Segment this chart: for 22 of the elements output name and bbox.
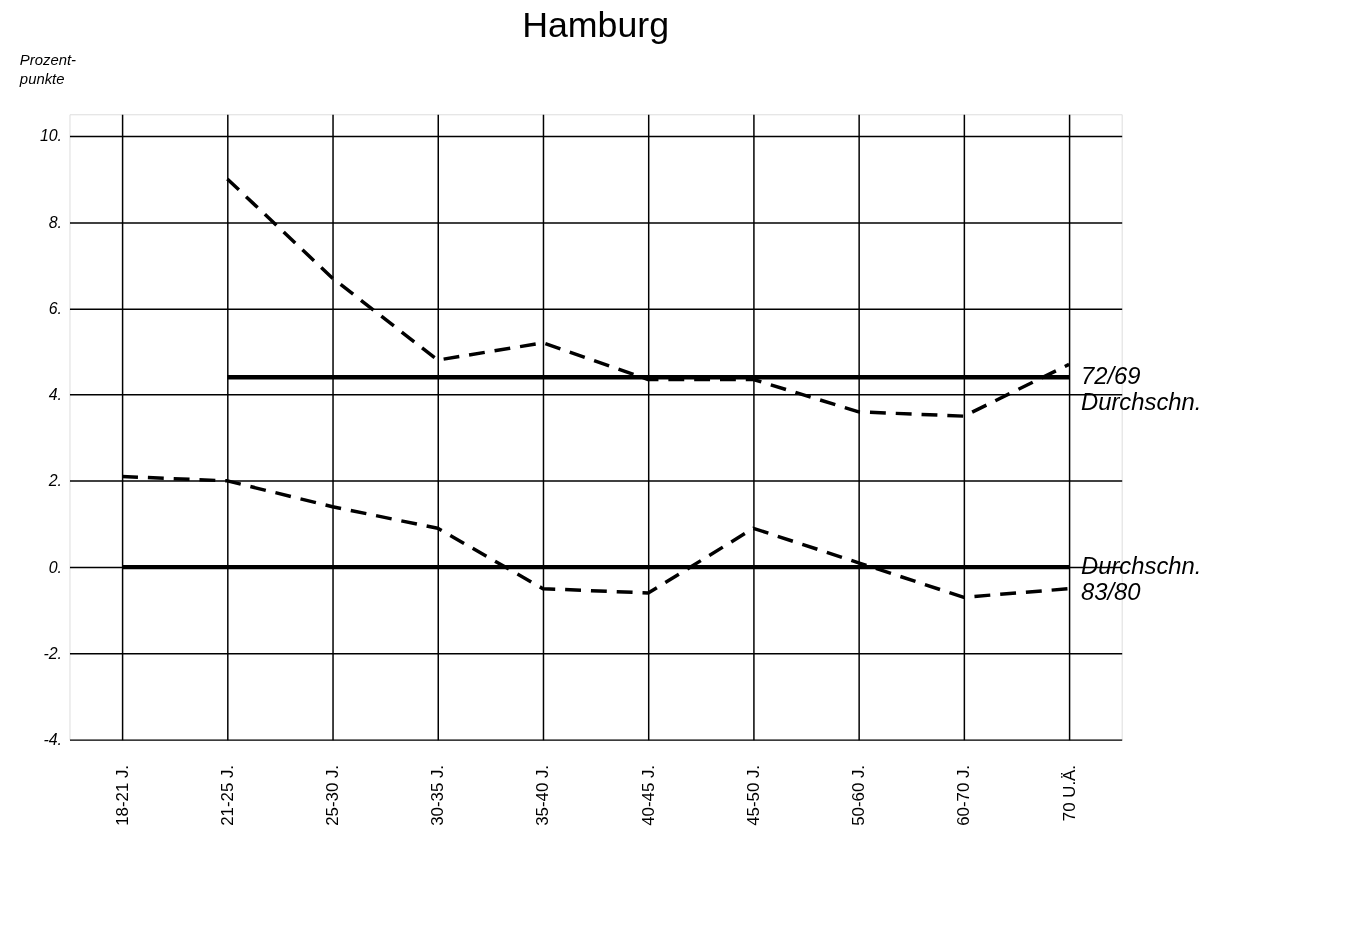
y-tick-label: 6.: [48, 299, 63, 317]
y-tick-label: 4.: [48, 386, 63, 404]
x-tick-label: 30-35 J.: [428, 764, 448, 826]
y-tick-label: -2.: [43, 644, 63, 662]
x-tick-label: 21-25 J.: [217, 764, 237, 826]
x-tick-label: 25-30 J.: [323, 764, 342, 826]
y-tick-label: 8.: [48, 213, 63, 231]
y-axis-title: Prozent-punkte: [18, 51, 77, 88]
x-tick-label: 70 U.Ä.: [1059, 764, 1079, 822]
annotation: Durchschn. 83/80: [1081, 552, 1202, 605]
y-tick-label: -4.: [43, 731, 63, 749]
chart-title: Hamburg: [522, 4, 670, 45]
y-tick-label: 0.: [48, 558, 63, 576]
annotation: 72/69 Durchschn.: [1081, 362, 1202, 416]
x-tick-label: 40-45 J.: [638, 764, 658, 826]
x-tick-label: 35-40 J.: [533, 764, 553, 826]
x-tick-label: 50-60 J.: [849, 764, 869, 826]
x-tick-label: 45-50 J.: [743, 764, 763, 826]
x-tick-label: 18-21 J.: [112, 764, 132, 826]
y-tick-label: 2.: [47, 472, 63, 490]
y-tick-label: 10.: [39, 127, 63, 145]
x-tick-label: 60-70 J.: [954, 764, 974, 826]
